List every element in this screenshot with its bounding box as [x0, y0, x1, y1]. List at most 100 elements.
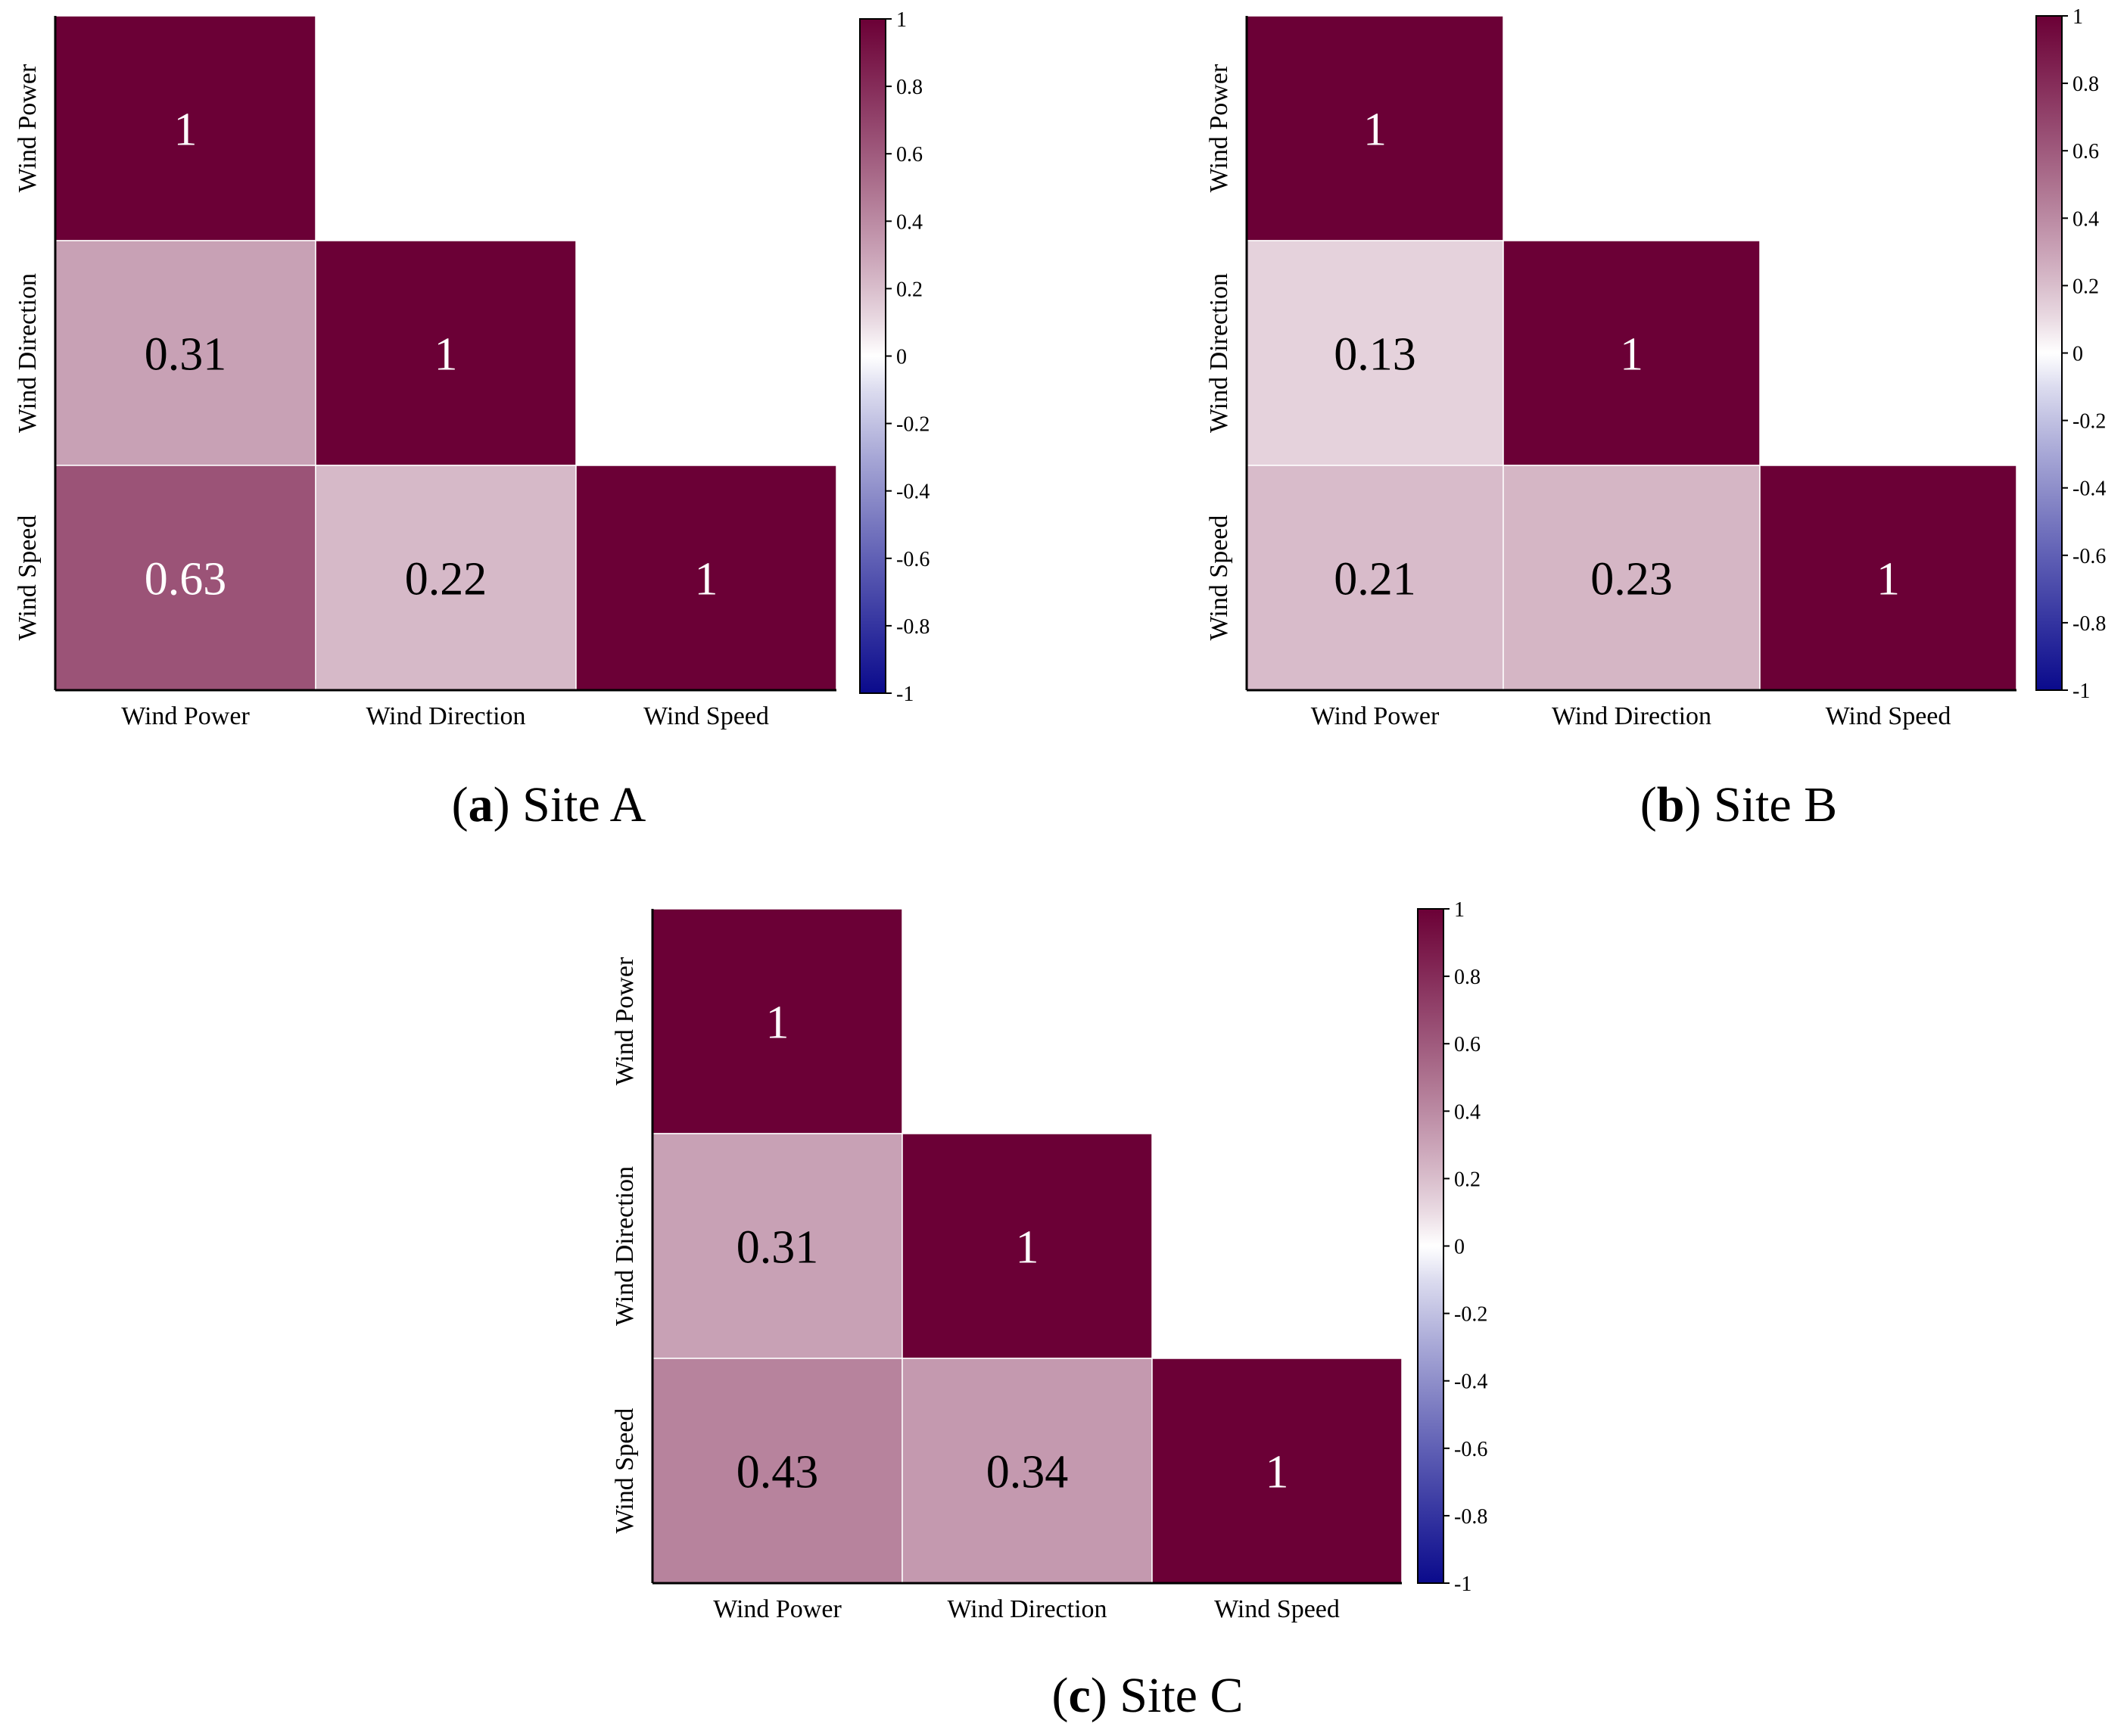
colorbar-tick-label: -1 — [1454, 1573, 1471, 1596]
panel-caption-text: Site B — [1714, 777, 1837, 832]
colorbar-tick-label: -0.8 — [1454, 1505, 1487, 1529]
heatmap-cells — [652, 908, 1403, 1584]
heatmap-cell — [54, 240, 316, 466]
heatmap-cell — [652, 1358, 903, 1584]
y-axis-tick-labels: Wind Power Wind Direction Wind Speed — [14, 64, 42, 640]
colorbar-tick-label: 0 — [1454, 1236, 1465, 1259]
heatmap-cell-value: 0.43 — [737, 1447, 819, 1498]
x-tick-label: Wind Power — [713, 1595, 842, 1623]
heatmap-cells — [54, 15, 837, 691]
heatmap-cell-value-labels: 1 0.31 1 0.43 0.34 1 — [737, 997, 1289, 1498]
heatmap-cell — [54, 15, 316, 241]
heatmap-cell — [315, 240, 577, 466]
heatmap-cell — [1151, 1358, 1403, 1584]
heatmap-cell — [902, 1133, 1153, 1359]
y-tick-label: Wind Direction — [1205, 273, 1233, 433]
colorbar: 1 0.8 0.6 0.4 0.2 0 -0.2 -0.4 -0.6 -0.8 -1 — [1417, 898, 1487, 1596]
x-axis-tick-labels: Wind Power Wind Direction Wind Speed — [713, 1595, 1340, 1623]
y-tick-label: Wind Speed — [611, 1408, 639, 1534]
colorbar-tick-label: 0.6 — [2073, 140, 2099, 163]
colorbar-tick-label: -0.8 — [896, 615, 930, 639]
x-tick-label: Wind Power — [121, 702, 250, 730]
panel-caption: (c) Site C — [1052, 1668, 1244, 1723]
heatmap-cell-value: 0.31 — [737, 1222, 819, 1274]
heatmap-cell — [1503, 240, 1761, 466]
colorbar-tick-label: -1 — [2073, 680, 2090, 703]
colorbar-tick-label: 1 — [1454, 898, 1465, 922]
heatmap-panel-site-c: 1 0.31 1 0.43 0.34 1 Wind Power Wind Direction… — [611, 898, 1487, 1723]
colorbar: 1 0.8 0.6 0.4 0.2 0 -0.2 -0.4 -0.6 -0.8 -1 — [2035, 5, 2106, 703]
y-tick-label: Wind Speed — [14, 515, 42, 641]
x-axis-tick-labels: Wind Power Wind Direction Wind Speed — [1311, 702, 1951, 730]
x-tick-label: Wind Speed — [1826, 702, 1951, 730]
x-axis-tick-labels: Wind Power Wind Direction Wind Speed — [121, 702, 769, 730]
colorbar-tick-label: -0.4 — [896, 481, 930, 504]
heatmap-cell — [1759, 465, 2017, 691]
x-tick-label: Wind Direction — [1552, 702, 1711, 730]
panel-caption-text: Site A — [522, 777, 646, 832]
panel-label: a — [469, 777, 494, 832]
heatmap-panel-site-b: 10.13 10.21 0.23 1 Wind Power Wind Direction… — [1205, 5, 2106, 832]
y-tick-label: Wind Direction — [611, 1166, 639, 1326]
colorbar-tick-label: -0.2 — [2073, 410, 2106, 434]
y-axis-tick-labels: Wind Power Wind Direction Wind Speed — [1205, 64, 1233, 640]
heatmap-cell-value: 1 — [1363, 104, 1387, 156]
panel-caption: (a) Site A — [452, 777, 646, 832]
heatmap-cell-value: 0.22 — [405, 554, 487, 605]
colorbar-tick-label: 0.2 — [896, 278, 923, 301]
heatmap-cell — [652, 1133, 903, 1359]
heatmap-cell-value: 1 — [1266, 1447, 1289, 1498]
colorbar-gradient — [1417, 908, 1444, 1584]
heatmap-cell-value: 1 — [1620, 329, 1643, 381]
panel-label: c — [1069, 1668, 1091, 1723]
colorbar-tick-label: -0.6 — [2073, 545, 2106, 568]
colorbar: 1 0.8 0.6 0.4 0.2 0 -0.2 -0.4 -0.6 -0.8 -1 — [859, 8, 930, 706]
panel-caption-text: Site C — [1120, 1668, 1243, 1723]
heatmap-panel-site-a: 1 0.31 1 0.63 0.22 1 Wind Power Wind Direction… — [14, 8, 930, 832]
y-tick-label: Wind Speed — [1205, 515, 1233, 641]
heatmap-cell — [315, 465, 577, 691]
colorbar-tick-label: -0.4 — [2073, 478, 2106, 501]
colorbar-tick-label: 0.8 — [896, 76, 923, 99]
heatmap-cell — [652, 908, 903, 1134]
heatmap-cell-value-labels: 1 0.31 1 0.63 0.22 1 — [145, 104, 718, 605]
heatmap-axes — [54, 16, 836, 692]
heatmap-cell-value: 0.21 — [1334, 554, 1416, 605]
heatmap-cell-value: 0.34 — [986, 1447, 1069, 1498]
heatmap-cell-value-labels: 1 0.13 1 0.21 0.23 1 — [1334, 104, 1900, 605]
colorbar-tick-label: -0.6 — [1454, 1438, 1487, 1461]
heatmap-cell-value: 1 — [1016, 1222, 1039, 1274]
x-tick-label: Wind Direction — [366, 702, 525, 730]
heatmap-cell-value: 1 — [1876, 554, 1900, 605]
colorbar-tick-label: 0.6 — [896, 143, 923, 166]
heatmap-cell-value: 1 — [766, 997, 789, 1049]
heatmap-cell — [1503, 465, 1761, 691]
colorbar-tick-label: -0.2 — [896, 413, 930, 437]
x-tick-label: Wind Direction — [947, 1595, 1107, 1623]
colorbar-gradient — [859, 18, 886, 694]
colorbar-tick-label: 1 — [896, 8, 907, 32]
x-tick-label: Wind Power — [1311, 702, 1440, 730]
heatmap-cell-value: 1 — [434, 329, 458, 381]
heatmap-cell-value: 0.63 — [145, 554, 227, 605]
colorbar-tick-label: -1 — [896, 683, 914, 706]
colorbar-tick-label: 0.4 — [1454, 1100, 1481, 1124]
colorbar-tick-label: 0.4 — [896, 210, 923, 234]
colorbar-tick-label: 1 — [2073, 5, 2083, 29]
heatmap-cell-value: 1 — [695, 554, 718, 605]
heatmap-axes — [651, 909, 1402, 1585]
heatmap-cell — [1246, 465, 1504, 691]
colorbar-tick-label: 0.2 — [1454, 1168, 1481, 1191]
heatmap-cell — [1246, 240, 1504, 466]
y-axis-tick-labels: Wind Power Wind Direction Wind Speed — [611, 957, 639, 1533]
colorbar-tick-label: 0 — [2073, 343, 2083, 366]
heatmap-cell — [54, 465, 316, 691]
colorbar-tick-label: 0.4 — [2073, 207, 2099, 231]
x-tick-label: Wind Speed — [643, 702, 769, 730]
heatmap-cell — [575, 465, 837, 691]
x-tick-label: Wind Speed — [1214, 1595, 1340, 1623]
y-tick-label: Wind Direction — [14, 273, 42, 433]
heatmap-cells — [1246, 15, 2017, 691]
colorbar-tick-label: -0.4 — [1454, 1370, 1487, 1394]
